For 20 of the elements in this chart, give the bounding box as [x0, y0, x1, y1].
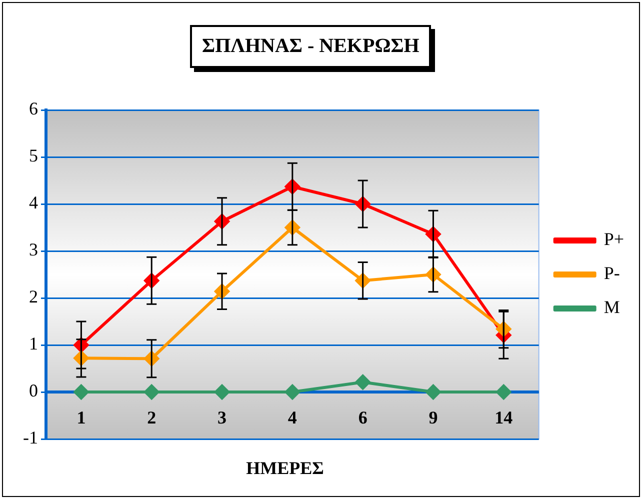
y-tick-label: 2: [28, 286, 38, 307]
legend-label: P+: [604, 229, 624, 250]
x-tick-label: 9: [428, 407, 438, 428]
x-tick-label: 2: [147, 407, 156, 428]
y-tick-label: 5: [28, 146, 38, 166]
x-tick-label: 4: [288, 407, 297, 428]
y-tick-label: 3: [28, 240, 38, 260]
y-tick-label: 1: [28, 334, 38, 354]
legend-label: P-: [604, 263, 620, 284]
y-tick-label: -1: [22, 428, 38, 448]
x-tick-label: 3: [218, 407, 227, 428]
y-tick-label: 0: [28, 380, 38, 401]
chart-title: ΣΠΛΗΝΑΣ - ΝΕΚΡΩΣΗ: [190, 25, 432, 68]
x-tick-label: 1: [76, 407, 86, 428]
y-tick-label: 4: [28, 192, 38, 213]
x-axis-title: ΗΜΕΡΕΣ: [245, 458, 325, 479]
x-tick-label: 6: [358, 407, 368, 428]
x-tick-label: 14: [494, 407, 513, 428]
y-tick-label: 6: [28, 98, 38, 119]
legend-label: M: [604, 297, 620, 318]
